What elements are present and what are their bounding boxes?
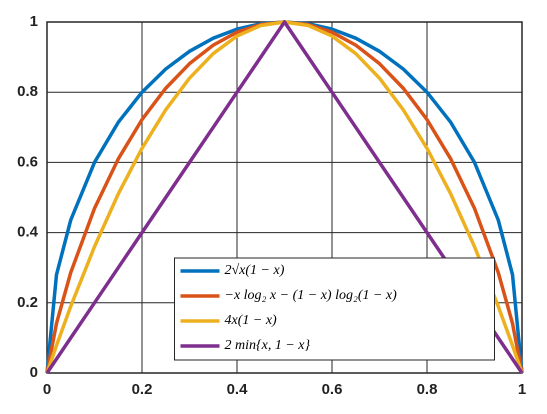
y-tick-label: 0.6 xyxy=(17,153,38,170)
x-tick-label: 1 xyxy=(518,381,526,398)
legend-label: 2 min{x, 1 − x} xyxy=(225,338,311,353)
x-tick-label: 0 xyxy=(43,381,51,398)
y-tick-label: 0.2 xyxy=(17,294,38,311)
x-tick-label: 0.6 xyxy=(322,381,343,398)
y-tick-label: 0 xyxy=(30,364,38,381)
y-tick-label: 1 xyxy=(30,13,38,30)
legend-label: 2√x(1 − x) xyxy=(225,263,285,278)
legend-label: −x log₂ x − (1 − x) log₂(1 − x) xyxy=(225,288,398,303)
x-tick-label: 0.2 xyxy=(132,381,153,398)
legend-label: 4x(1 − x) xyxy=(225,313,278,328)
legend-box xyxy=(174,257,495,361)
y-tick-label: 0.8 xyxy=(17,83,38,100)
x-tick-label: 0.4 xyxy=(227,381,249,398)
y-tick-label: 0.4 xyxy=(17,224,39,241)
x-tick-label: 0.8 xyxy=(417,381,438,398)
